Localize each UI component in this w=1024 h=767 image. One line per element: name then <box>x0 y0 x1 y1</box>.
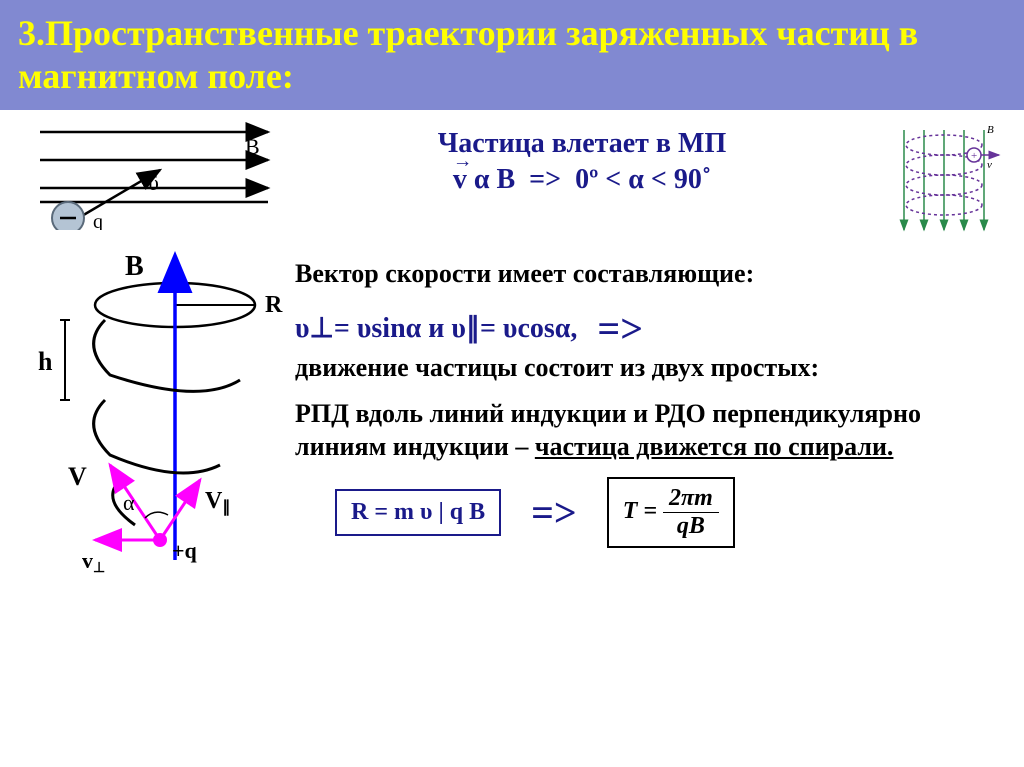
components-arrow: => <box>597 305 643 352</box>
svg-text:V∥: V∥ <box>205 488 230 516</box>
formula-T-den: qB <box>671 513 711 540</box>
svg-text:h: h <box>38 347 53 376</box>
components-formula: υ⊥= υsinα и υ∥= υcosα, <box>295 311 577 345</box>
svg-text:R: R <box>265 292 283 318</box>
svg-text:B⃗: B⃗ <box>987 124 1002 136</box>
motion-desc-underline: частица движется по спирали. <box>535 432 894 461</box>
intro-line1: Частица влетает в МП <box>300 128 864 160</box>
slide-content: B̄ ῡ q Частица влетает в МП v α B => 0º … <box>0 110 1024 590</box>
body-row: R B h +q V V∥ v⊥ α Вектор скорости имеет… <box>20 250 1004 580</box>
diagram-field-charge: B̄ ῡ q <box>20 120 280 230</box>
formula-T-left: T = <box>623 498 657 524</box>
formula-T-num: 2πm <box>663 485 719 513</box>
formula-R-box: R = m υ | q B <box>335 489 501 536</box>
svg-text:+q: +q <box>172 538 198 563</box>
intro-vectors: v α B <box>453 164 515 196</box>
intro-arrow: => <box>529 164 561 195</box>
svg-text:v⃗: v⃗ <box>987 159 1000 171</box>
svg-text:+: + <box>971 150 977 162</box>
svg-text:q: q <box>93 211 103 230</box>
svg-text:V: V <box>68 462 87 491</box>
heading-components: Вектор скорости имеет составляющие: <box>295 258 1004 291</box>
formula-T-box: T = 2πm qB <box>607 477 735 548</box>
diagram-helical-trajectory: R B h +q V V∥ v⊥ α <box>20 250 295 580</box>
formula-row: R = m υ | q B => T = 2πm qB <box>335 477 1004 548</box>
motion-split: движение частицы состоит из двух простых… <box>295 352 1004 385</box>
svg-text:B̄: B̄ <box>245 134 260 159</box>
formula-arrow: => <box>531 489 577 536</box>
svg-text:B: B <box>125 251 144 282</box>
top-row: B̄ ῡ q Частица влетает в МП v α B => 0º … <box>20 120 1004 240</box>
svg-text:ῡ: ῡ <box>148 170 159 195</box>
intro-text: Частица влетает в МП v α B => 0º < α < 9… <box>300 120 864 196</box>
svg-text:α: α <box>123 490 135 515</box>
components-line: υ⊥= υsinα и υ∥= υcosα, => <box>295 305 1004 352</box>
intro-line2: v α B => 0º < α < 90˚ <box>300 164 864 196</box>
motion-desc: РПД вдоль линий индукции и РДО перпендик… <box>295 398 1004 463</box>
intro-range: 0º < α < 90˚ <box>575 164 711 195</box>
svg-text:v⊥: v⊥ <box>82 548 105 576</box>
diagram-helix-cylinder: + v⃗ B⃗ <box>884 120 1004 240</box>
slide-title: 3.Пространственные траектории заряженных… <box>0 0 1024 110</box>
body-text: Вектор скорости имеет составляющие: υ⊥= … <box>295 250 1004 580</box>
